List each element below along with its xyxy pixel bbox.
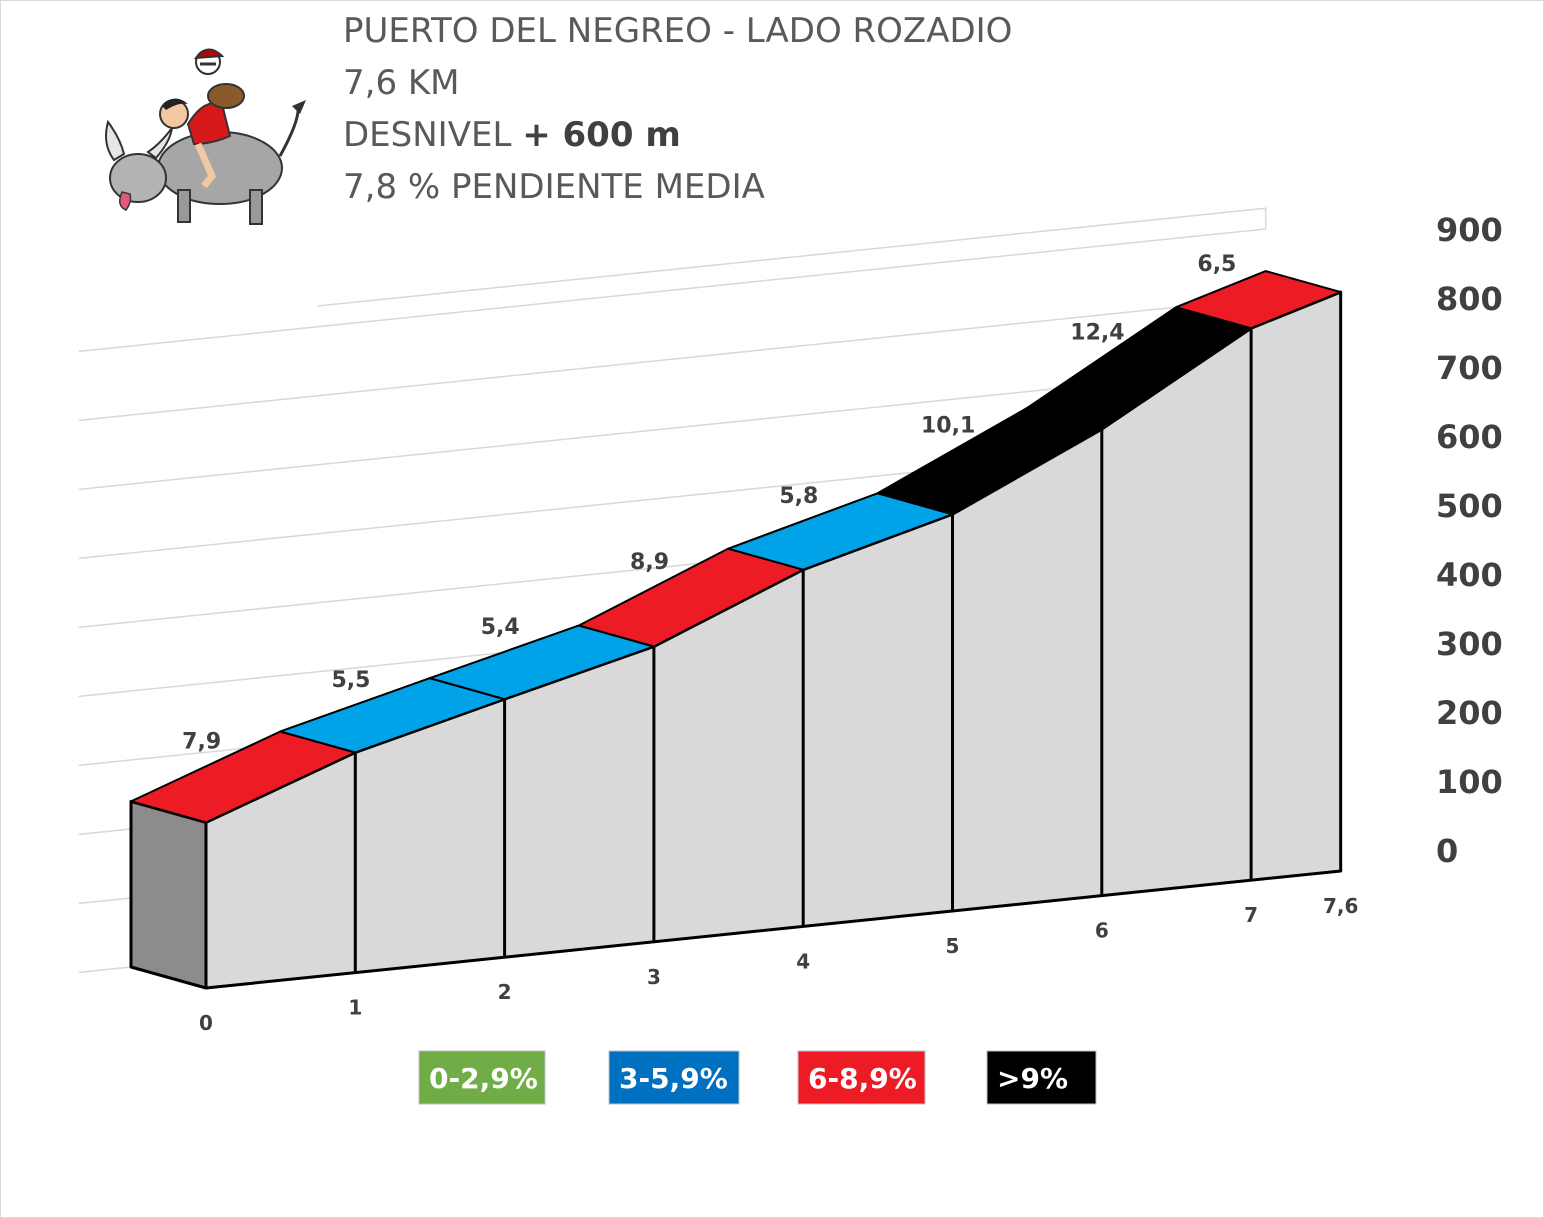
grade-label: 5,8 [779, 484, 818, 509]
x-tick-label: 0 [199, 1011, 213, 1035]
legend-label: 3-5,9% [619, 1062, 728, 1095]
x-tick-label: 6 [1095, 919, 1109, 943]
x-tick-label: 7,6 [1323, 894, 1358, 918]
title-line-elevation-gain: DESNIVEL + 600 m [343, 115, 681, 155]
y-tick-label: 800 [1436, 280, 1503, 318]
profile-segment-top [1175, 270, 1342, 330]
grid-line [78, 228, 1266, 353]
legend-swatch [797, 1050, 926, 1105]
x-tick-label: 3 [647, 965, 661, 989]
x-axis-ticks: 0 1 2 3 4 5 6 7 7,6 [199, 894, 1358, 1035]
profile-side-face [204, 290, 1343, 990]
y-tick-label: 700 [1436, 349, 1503, 387]
legend-swatch [986, 1050, 1097, 1105]
legend-swatch [418, 1050, 546, 1105]
title-line-distance: 7,6 KM [343, 63, 460, 103]
y-tick-label: 100 [1436, 763, 1503, 801]
x-tick-label: 2 [498, 980, 512, 1004]
y-tick-label: 900 [1436, 211, 1503, 249]
grid-top-edge [317, 207, 1267, 307]
y-tick-label: 400 [1436, 556, 1503, 594]
x-tick-label: 1 [348, 996, 362, 1020]
y-tick-label: 500 [1436, 487, 1503, 525]
y-tick-label: 300 [1436, 625, 1503, 663]
cartoon-cyclist-on-bull-icon [105, 48, 306, 225]
legend-label: >9% [997, 1062, 1068, 1095]
grade-legend: 0-2,9% 3-5,9% 6-8,9% >9% [418, 1050, 1097, 1105]
grade-labels: 7,9 5,5 5,4 8,9 5,8 10,1 12,4 6,5 [182, 252, 1236, 754]
grade-label: 5,5 [331, 668, 370, 693]
grade-label: 8,9 [630, 550, 669, 575]
elevation-gain-value: + 600 m [522, 115, 681, 155]
y-tick-label: 0 [1436, 832, 1458, 870]
y-tick-label: 200 [1436, 694, 1503, 732]
profile-solid [129, 270, 1343, 990]
grade-label: 12,4 [1070, 321, 1124, 346]
title-line-average-grade: 7,8 % PENDIENTE MEDIA [343, 167, 765, 207]
grade-label: 7,9 [182, 729, 221, 754]
elevation-gain-label: DESNIVEL [343, 115, 522, 155]
y-axis-ticks: 0 100 200 300 400 500 600 700 800 900 [1436, 211, 1503, 870]
chart-title: PUERTO DEL NEGREO - LADO ROZADIO 7,6 KM … [343, 11, 1012, 207]
title-line-name: PUERTO DEL NEGREO - LADO ROZADIO [343, 11, 1012, 51]
x-tick-label: 4 [796, 949, 810, 973]
grade-label: 5,4 [481, 615, 520, 640]
grade-label: 10,1 [921, 414, 975, 439]
grade-label: 6,5 [1197, 252, 1236, 277]
legend-label: 0-2,9% [429, 1062, 538, 1095]
legend-swatch [608, 1050, 740, 1105]
profile-start-face [129, 799, 208, 990]
y-tick-label: 600 [1436, 418, 1503, 456]
x-tick-label: 5 [946, 934, 960, 958]
grid-line [78, 297, 1266, 422]
legend-label: 6-8,9% [808, 1062, 917, 1095]
x-tick-label: 7 [1244, 903, 1258, 927]
